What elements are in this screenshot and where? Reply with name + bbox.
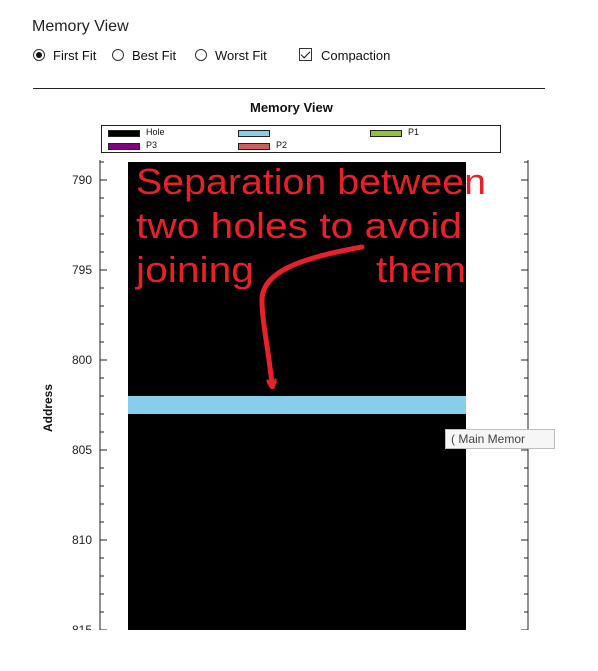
y-tick-label: 805 [72,443,92,457]
memory-segment-block-1 [128,396,466,414]
annotation-line-2: two holes to avoid [136,205,462,246]
annotation-line-3a: joining [135,249,254,290]
memory-segment-hole-2 [128,414,466,630]
y-tick-label: 790 [72,173,92,187]
tooltip: ( Main Memor [445,429,555,449]
y-tick-label: 800 [72,353,92,367]
plot-bottom-mask [0,630,598,671]
y-tick-label: 810 [72,533,92,547]
y-tick-label: 795 [72,263,92,277]
y-axis-label: Address [41,384,55,432]
annotation-line-3b: them [376,249,466,290]
annotation-line-1: Separation between [136,161,486,202]
